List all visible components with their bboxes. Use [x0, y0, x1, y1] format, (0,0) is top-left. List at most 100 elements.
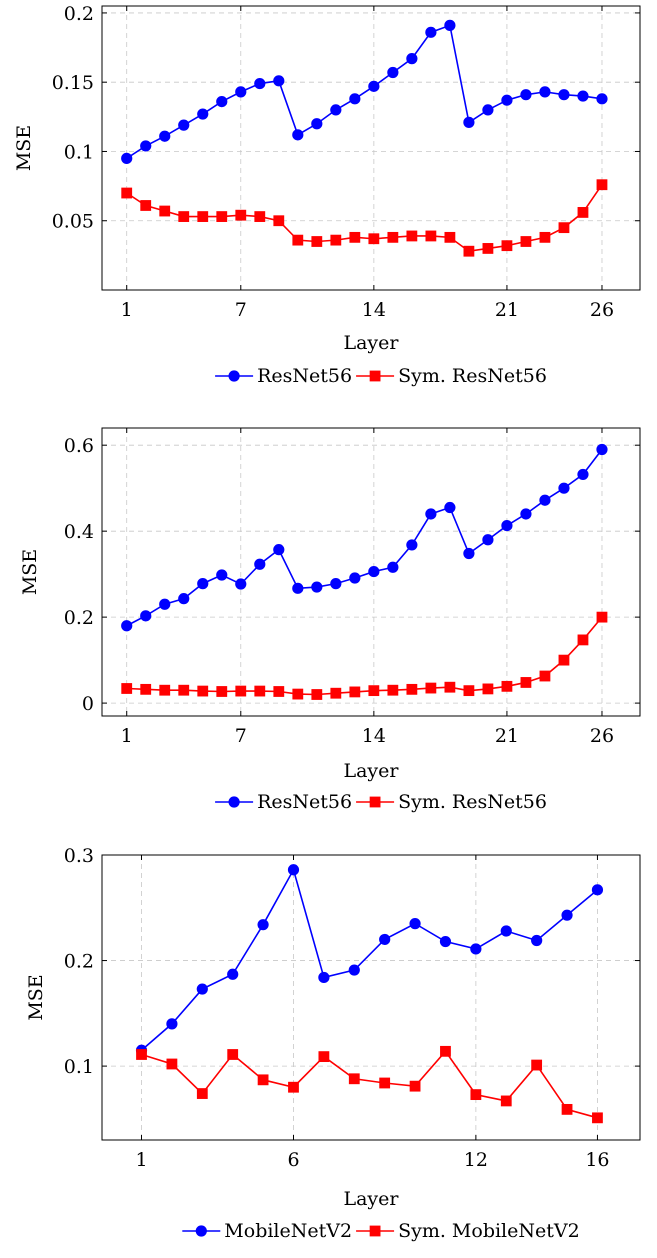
series-line: [140, 867, 598, 1051]
square-point: [425, 230, 437, 242]
square-point: [159, 684, 171, 696]
x-tick-label: 26: [590, 299, 614, 321]
legend-marker: [195, 1225, 207, 1237]
square-point: [501, 680, 513, 692]
circle-point: [254, 558, 266, 570]
circle-point: [501, 94, 513, 106]
square-point: [166, 1058, 178, 1070]
circle-point: [235, 86, 247, 98]
square-point: [482, 683, 494, 695]
square-point: [444, 231, 456, 243]
x-tick-label: 7: [235, 725, 247, 747]
legend-label: Sym. ResNet56: [398, 365, 547, 387]
y-tick-label: 0: [82, 693, 94, 715]
square-point: [561, 1103, 573, 1115]
y-tick-label: 0.2: [64, 607, 94, 629]
square-point: [379, 1077, 391, 1089]
legend-label: MobileNetV2: [224, 1220, 352, 1242]
square-point: [520, 236, 532, 247]
circle-point: [425, 26, 437, 38]
square-point: [288, 1081, 299, 1093]
circle-point: [349, 93, 361, 105]
circle-point: [140, 610, 152, 622]
chart-1: 1 7 14 21 26 0.05 0.1 0.15 0.2 MSE Layer ResNet56 Sy…: [13, 3, 641, 387]
circle-point: [463, 547, 475, 560]
x-tick-label: 26: [590, 725, 614, 747]
circle-point: [558, 482, 570, 494]
square-point: [254, 685, 266, 697]
square-point: [273, 686, 285, 697]
circle-point: [216, 569, 228, 581]
square-point: [406, 683, 418, 695]
square-point: [482, 243, 494, 254]
legend-label: Sym. ResNet56: [398, 791, 547, 813]
square-point: [197, 211, 209, 222]
circle-point: [591, 884, 604, 896]
square-point: [348, 1073, 360, 1085]
square-point: [387, 231, 399, 243]
y-axis-label: MSE: [25, 974, 47, 1020]
y-tick-label: 0.6: [64, 435, 94, 457]
y-axis-label: MSE: [13, 125, 35, 171]
legend-marker: [369, 370, 381, 382]
chart-2: 1 7 14 21 26 0 0.2 0.4 0.6 MSE Layer ResNet56 Sym. R…: [19, 427, 641, 813]
square-point: [311, 236, 323, 247]
x-tick-label: 1: [121, 299, 133, 321]
x-axis-label: Layer: [343, 1188, 399, 1210]
x-tick-label: 14: [362, 725, 386, 747]
square-point: [558, 654, 570, 666]
legend: MobileNetV2 Sym. MobileNetV2: [182, 1220, 580, 1242]
circle-point: [348, 964, 360, 976]
x-tick-label: 21: [495, 725, 519, 747]
circle-point: [520, 89, 532, 101]
circle-point: [406, 53, 418, 65]
circle-point: [140, 140, 152, 152]
square-point: [235, 685, 247, 697]
circle-point: [257, 919, 269, 931]
square-point: [539, 670, 551, 682]
square-point: [178, 684, 190, 696]
circle-point: [166, 1018, 178, 1030]
square-point: [257, 1074, 269, 1086]
circle-point: [178, 593, 190, 605]
square-point: [196, 1088, 208, 1099]
square-point: [463, 685, 475, 697]
circle-point: [227, 968, 239, 980]
square-point: [596, 179, 608, 191]
legend: ResNet56 Sym. ResNet56: [215, 365, 547, 387]
square-point: [216, 211, 228, 222]
square-point: [273, 215, 285, 227]
square-point: [501, 240, 513, 252]
square-point: [121, 187, 133, 199]
circle-point: [216, 95, 228, 108]
square-point: [596, 611, 608, 623]
circle-point: [409, 918, 421, 930]
square-point: [178, 211, 190, 222]
circle-point: [159, 130, 171, 142]
circle-point: [197, 578, 209, 590]
circle-point: [379, 933, 391, 946]
legend: ResNet56 Sym. ResNet56: [215, 791, 547, 813]
circle-point: [577, 468, 589, 481]
square-point: [197, 685, 209, 697]
square-point: [216, 686, 228, 697]
legend-label: Sym. MobileNetV2: [398, 1220, 580, 1242]
circle-point: [439, 935, 452, 948]
x-tick-label: 1: [121, 725, 133, 747]
circle-point: [159, 598, 171, 610]
grid-lines: [102, 6, 640, 290]
series-1: [121, 19, 608, 164]
series-2: [136, 1045, 603, 1124]
circle-point: [482, 534, 494, 546]
circle-point: [387, 66, 399, 79]
circle-point: [235, 578, 247, 590]
x-axis-label: Layer: [343, 332, 399, 354]
circle-point: [501, 519, 513, 532]
circle-point: [531, 934, 543, 947]
circle-point: [121, 620, 133, 632]
circle-point: [292, 129, 304, 141]
circle-point: [539, 86, 551, 98]
